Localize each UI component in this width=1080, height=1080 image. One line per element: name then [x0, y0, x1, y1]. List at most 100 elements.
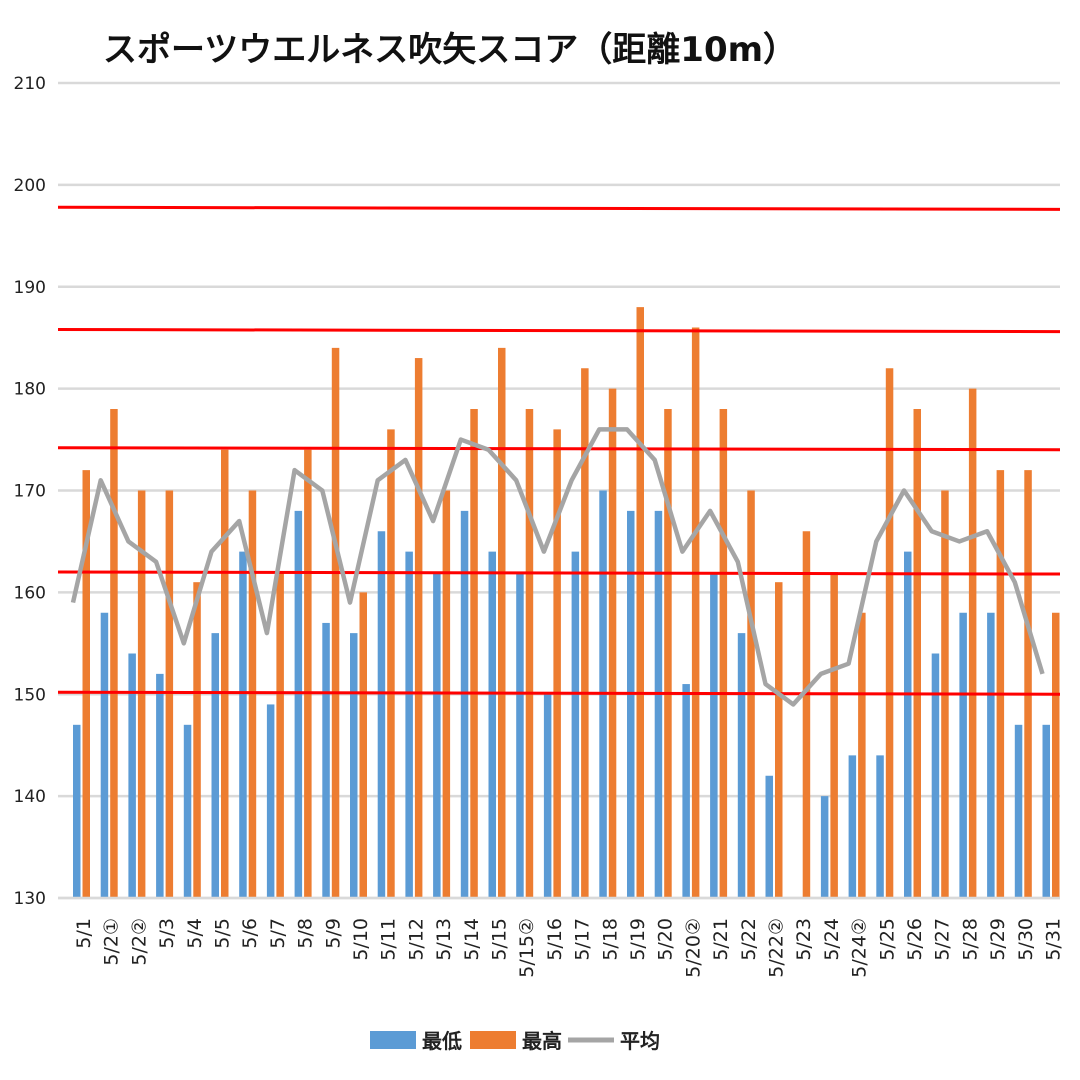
bar-min — [73, 724, 81, 898]
reference-lines — [57, 205, 1061, 696]
x-tick-label: 5/20② — [682, 918, 704, 978]
bar-min — [931, 653, 940, 898]
bar-min — [627, 510, 635, 898]
bar-min — [183, 724, 192, 898]
y-tick-label: 200 — [14, 176, 46, 196]
bar-max — [691, 327, 700, 898]
bar-max — [996, 470, 1005, 898]
legend-label: 平均 — [620, 1029, 660, 1053]
x-tick-label: 5/3 — [156, 918, 178, 949]
x-tick-label: 5/31 — [1043, 918, 1065, 961]
bar-min — [820, 796, 829, 898]
y-tick-label: 130 — [14, 889, 46, 909]
bar-min — [987, 612, 995, 898]
bar-min — [571, 551, 580, 898]
bar-max — [498, 347, 506, 898]
x-tick-label: 5/30 — [1015, 918, 1037, 961]
bar-min — [682, 684, 690, 898]
x-tick-label: 5/12 — [405, 918, 427, 961]
x-tick-label: 5/20 — [655, 918, 677, 961]
bar-max — [802, 531, 811, 898]
x-tick-label: 5/25 — [876, 918, 898, 961]
bar-min — [848, 755, 857, 898]
bar-max — [968, 388, 977, 898]
bar-min — [654, 510, 663, 898]
axis-layer: 130 140 150 160 170 180 190 200 210 5/1 5/2① 5/2② 5/… — [14, 74, 1065, 978]
legend-swatch — [370, 1031, 416, 1049]
bar-min — [128, 653, 136, 898]
bar-min — [405, 551, 413, 898]
bar-max — [221, 449, 229, 898]
legend: 最低 最高 平均 — [370, 1029, 660, 1053]
x-tick-label: 5/28 — [959, 918, 981, 961]
x-tick-label: 5/17 — [572, 918, 594, 961]
bar-max — [830, 572, 838, 898]
x-tick-label: 5/11 — [378, 918, 400, 961]
average-line — [70, 427, 1045, 707]
bars-layer — [73, 307, 1060, 898]
x-tick-label: 5/10 — [350, 918, 372, 961]
bar-max — [636, 307, 644, 898]
bar-min — [1014, 724, 1023, 898]
bar-max — [304, 449, 312, 898]
bar-min — [266, 704, 275, 898]
x-tick-label: 5/19 — [627, 918, 649, 961]
bar-min — [1042, 724, 1050, 898]
bar-max — [193, 582, 201, 898]
bar-min — [959, 612, 967, 898]
bar-min — [433, 572, 441, 898]
bar-max — [664, 409, 672, 898]
bar-min — [543, 694, 552, 898]
bar-min — [765, 775, 773, 898]
bar-max — [525, 409, 534, 898]
x-tick-label: 5/5 — [212, 918, 234, 949]
bar-min — [156, 673, 164, 898]
bar-max — [82, 470, 90, 898]
x-tick-label: 5/7 — [267, 918, 289, 949]
y-tick-label: 140 — [14, 787, 46, 807]
bar-max — [110, 409, 118, 898]
bar-min — [488, 551, 496, 898]
reference-line — [57, 328, 1061, 334]
bar-min — [211, 633, 219, 898]
y-tick-label: 190 — [14, 278, 46, 298]
reference-line — [57, 446, 1061, 452]
x-tick-label: 5/2① — [101, 918, 123, 966]
bar-min — [460, 510, 469, 898]
bar-max — [553, 429, 561, 898]
reference-line — [57, 690, 1061, 696]
bar-min — [904, 551, 912, 898]
bar-min — [876, 755, 884, 898]
bar-min — [100, 612, 109, 898]
bar-max — [885, 368, 894, 898]
bar-min — [350, 633, 358, 898]
y-tick-label: 210 — [14, 74, 46, 94]
bar-max — [359, 592, 367, 898]
bar-min — [294, 510, 303, 898]
bar-max — [581, 368, 589, 898]
bar-max — [414, 358, 423, 898]
bar-max — [1024, 470, 1032, 898]
x-tick-label: 5/22 — [738, 918, 760, 961]
x-tick-label: 5/15② — [516, 918, 538, 978]
bar-min — [516, 572, 524, 898]
line-layer — [70, 427, 1045, 707]
x-tick-label: 5/15 — [489, 918, 511, 961]
legend-label: 最高 — [522, 1029, 562, 1053]
x-tick-label: 5/4 — [184, 918, 206, 949]
y-tick-label: 150 — [14, 685, 46, 705]
bar-min — [322, 622, 330, 898]
x-tick-label: 5/2② — [128, 918, 150, 966]
x-tick-label: 5/29 — [987, 918, 1009, 961]
x-tick-label: 5/23 — [793, 918, 815, 961]
y-tick-label: 170 — [14, 482, 46, 502]
x-tick-label: 5/1 — [73, 918, 95, 949]
bar-max — [719, 409, 728, 898]
bar-min — [710, 572, 718, 898]
bar-min — [239, 551, 247, 898]
bar-max — [331, 347, 340, 898]
bar-max — [137, 490, 146, 898]
bar-max — [913, 409, 921, 898]
x-tick-label: 5/9 — [322, 918, 344, 949]
